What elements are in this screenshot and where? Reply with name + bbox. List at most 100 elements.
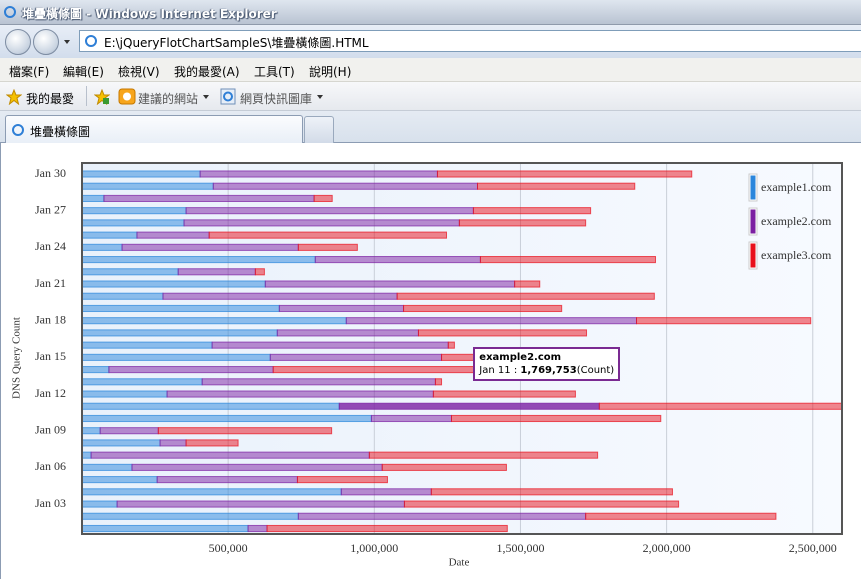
- bar-segment: [381, 463, 507, 471]
- menu-item[interactable]: 檢視(V): [118, 65, 160, 79]
- x-tick-label: 2,000,000: [643, 541, 691, 555]
- bar-segment: [82, 280, 266, 288]
- y-tick-label: Jan 03: [35, 496, 66, 510]
- y-tick-label: Jan 18: [35, 312, 66, 326]
- address-field[interactable]: E:\jQueryFlotChartSampleS\堆疊橫條圖.HTML: [79, 30, 861, 52]
- page-icon: [85, 35, 97, 47]
- back-button[interactable]: [5, 29, 31, 55]
- bar-segment: [82, 524, 249, 533]
- slice-icon: [220, 88, 236, 105]
- bar-segment: [598, 402, 842, 410]
- legend-swatch: [750, 175, 756, 200]
- dropdown-arrow[interactable]: [317, 95, 323, 99]
- address-text: E:\jQueryFlotChartSampleS\堆疊橫條圖.HTML: [104, 36, 369, 50]
- bar-segment: [82, 414, 372, 423]
- bar-segment: [432, 390, 576, 398]
- bar-segment: [166, 390, 434, 398]
- menu-item[interactable]: 我的最愛(A): [174, 65, 240, 79]
- menu-item[interactable]: 工具(T): [254, 65, 295, 79]
- bar-segment: [136, 231, 210, 239]
- bar-segment: [82, 390, 168, 398]
- y-tick-label: Jan 15: [35, 349, 66, 363]
- tab-title: 堆疊橫條圖: [30, 125, 91, 139]
- bar-segment: [82, 231, 138, 239]
- bar-segment: [436, 170, 693, 178]
- tooltip-date: Jan 11: [479, 365, 511, 377]
- bar-segment: [82, 476, 158, 484]
- bar-segment: [183, 219, 460, 227]
- new-tab-button[interactable]: [304, 116, 334, 143]
- web-slice-gallery[interactable]: 網頁快訊圖庫: [240, 92, 313, 106]
- page-content: DNS Query Count Date 500,000 1,000,000 1,5…: [0, 143, 861, 579]
- tooltip-value: 1,769,753: [520, 365, 577, 377]
- bar-segment: [82, 488, 342, 496]
- bar-segment: [247, 524, 268, 533]
- bar-segment: [199, 170, 438, 178]
- x-tick-label: 2,500,000: [789, 541, 837, 555]
- bar-segment: [82, 207, 187, 215]
- bar-segment: [254, 268, 265, 276]
- menu-bar: 檔案(F) 編輯(E) 檢視(V) 我的最愛(A) 工具(T) 說明(H): [0, 58, 861, 82]
- suggested-icon: [118, 88, 136, 105]
- chart: DNS Query Count Date 500,000 1,000,000 1,5…: [11, 162, 843, 569]
- x-tick-label: 1,000,000: [350, 541, 398, 555]
- bar-segment: [313, 194, 333, 203]
- bar-segment: [368, 451, 599, 459]
- y-tick-label: Jan 24: [35, 239, 66, 253]
- bar-segment: [157, 427, 333, 435]
- bar-segment: [479, 256, 657, 264]
- tooltip-separator: :: [513, 365, 518, 377]
- menu-item[interactable]: 檔案(F): [9, 65, 50, 79]
- x-tick-label: 500,000: [209, 541, 248, 555]
- forward-button[interactable]: [33, 29, 59, 55]
- tooltip-unit: (Count): [576, 365, 615, 377]
- bar-segment: [82, 353, 271, 361]
- bar-segment: [636, 317, 812, 325]
- bar-segment: [82, 194, 105, 203]
- bar-segment: [278, 304, 405, 313]
- bar-segment: [211, 341, 449, 349]
- bar-segment: [450, 414, 662, 423]
- title-bar: 堆疊橫條圖 - Windows Internet Explorer: [0, 0, 861, 25]
- tooltip-title: example2.com: [479, 352, 562, 364]
- bar-segment: [514, 280, 541, 288]
- bar-segment: [82, 304, 280, 313]
- bar-segment: [82, 378, 203, 386]
- bar-segment: [338, 402, 600, 410]
- bar-segment: [430, 488, 673, 496]
- bar-segment: [472, 207, 592, 215]
- bar-segment: [201, 378, 436, 386]
- bar-segment: [177, 268, 256, 276]
- history-dropdown[interactable]: [64, 40, 70, 44]
- bar-segment: [82, 366, 110, 374]
- bar-segment: [185, 207, 474, 215]
- bar-segment: [156, 476, 298, 484]
- dropdown-arrow[interactable]: [203, 95, 209, 99]
- x-axis-label: Date: [449, 557, 470, 569]
- bar-segment: [121, 243, 299, 251]
- bar-segment: [159, 439, 187, 447]
- menu-item[interactable]: 編輯(E): [63, 65, 104, 79]
- bar-segment: [131, 463, 383, 471]
- tab[interactable]: 堆疊橫條圖: [5, 115, 303, 143]
- favorites-button[interactable]: 我的最愛: [26, 92, 75, 106]
- bar-segment: [82, 268, 179, 276]
- window-title: 堆疊橫條圖 - Windows Internet Explorer: [22, 7, 277, 21]
- bar-segment: [82, 292, 164, 300]
- bar-segment: [269, 353, 443, 361]
- bar-segment: [340, 488, 432, 496]
- star-icon: [6, 89, 22, 105]
- bar-segment: [345, 317, 638, 325]
- bar-segment: [82, 317, 347, 325]
- bar-segment: [208, 231, 448, 239]
- address-bar: E:\jQueryFlotChartSampleS\堆疊橫條圖.HTML: [0, 25, 861, 58]
- legend: example1.com example2.com example3.com: [748, 173, 832, 270]
- suggested-sites[interactable]: 建議的網站: [138, 92, 199, 106]
- menu-item[interactable]: 說明(H): [309, 65, 352, 79]
- bar-segment: [82, 341, 213, 349]
- bar-segment: [82, 463, 133, 471]
- bar-segment: [585, 512, 777, 520]
- bar-segment: [162, 292, 398, 300]
- bar-segment: [82, 500, 118, 508]
- bar-segment: [476, 182, 636, 190]
